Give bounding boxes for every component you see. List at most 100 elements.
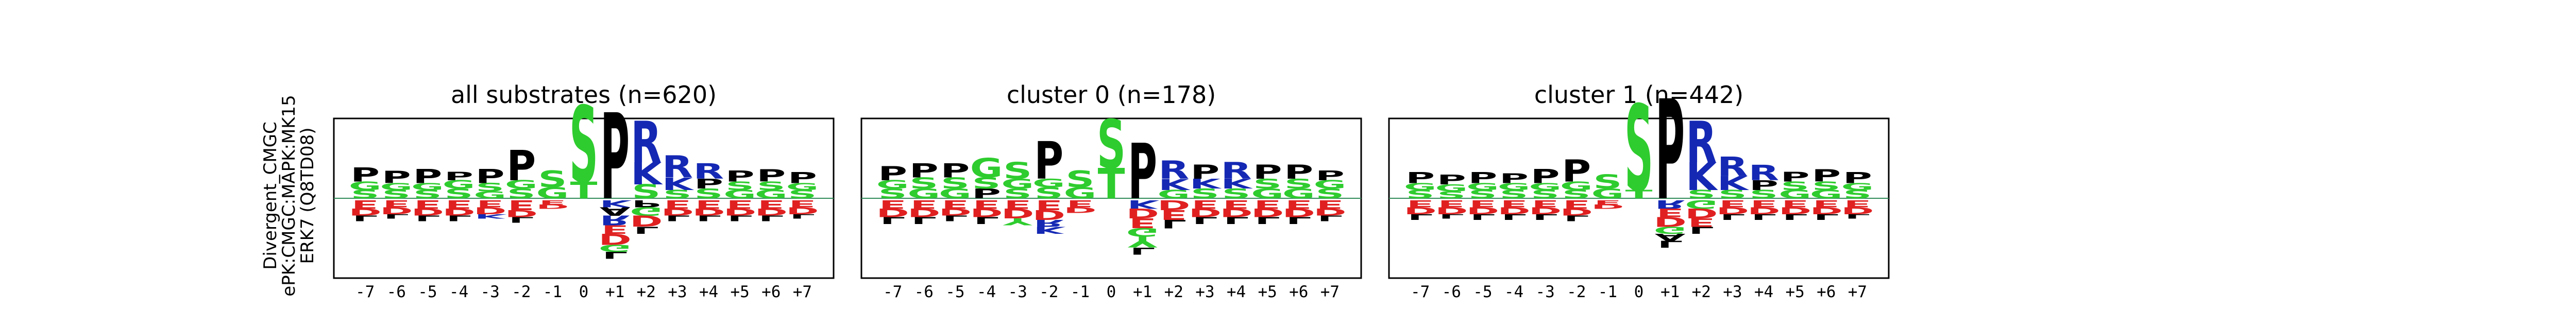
x-tick-label: +3 [1195, 283, 1214, 301]
logo-letter: L [1439, 213, 1464, 219]
logo-letter: E [1469, 198, 1496, 209]
logo-letter: E [1656, 206, 1684, 219]
logo-letter: P [1437, 172, 1466, 187]
logo-letter: L [974, 215, 999, 226]
logo-panel-0: all substrates (n=620) -7 -6 -5 -4 -3 -2 -1 0 +1 +… [333, 81, 835, 301]
logo-letter: G [443, 178, 476, 192]
x-tick-label: +1 [605, 283, 624, 301]
x-tick-label: +7 [1848, 283, 1867, 301]
logo-column: PSG EDL [970, 153, 1003, 226]
logo-letter: G [1841, 181, 1874, 192]
logo-letter: D [1685, 205, 1718, 221]
logo-letter: S [1315, 186, 1344, 201]
logo-column: TS [1097, 107, 1126, 209]
x-tick-label: +5 [1785, 283, 1804, 301]
x-tick-label: -2 [1567, 283, 1586, 301]
x-tick-label: +7 [793, 283, 812, 301]
logo-letter: P [476, 166, 505, 188]
x-tick-label: +2 [1164, 283, 1183, 301]
logo-letter: E [1406, 198, 1434, 209]
logo-letter: E [1812, 198, 1840, 209]
logo-letter: P [1405, 169, 1435, 186]
logo-letter: P [444, 170, 473, 183]
logo-letter: E [1844, 198, 1871, 209]
x-tick-label: -6 [387, 283, 406, 301]
logo-letter: P [1531, 166, 1560, 188]
logo-letter: E [1316, 198, 1344, 211]
logo-letter: S [1531, 188, 1560, 201]
x-tick-label: +7 [1320, 283, 1340, 301]
logo-letter: P [1190, 162, 1219, 184]
logo-letter: R [693, 160, 724, 184]
logo-letter: L [1501, 212, 1527, 221]
logo-letter: K [1033, 225, 1066, 235]
logo-letter: P [1749, 178, 1778, 193]
x-tick-label: -5 [1473, 283, 1492, 301]
logo-letter: E [414, 198, 441, 211]
logo-letter: D [1747, 205, 1780, 216]
logo-letter: G [723, 188, 756, 201]
logo-letter: E [1129, 215, 1156, 231]
logo-letter: L [790, 213, 815, 219]
logo-letter: S [632, 181, 660, 203]
logo-letter: L [1657, 238, 1683, 249]
logo-letter: E [351, 198, 379, 211]
logo-letter: S [1843, 188, 1872, 201]
logo-letter: D [1063, 205, 1096, 214]
x-tick-label: -3 [1535, 283, 1554, 301]
x-tick-label: +3 [1723, 283, 1742, 301]
logo-letter: D [876, 206, 909, 219]
logo-letter: R [1717, 151, 1748, 183]
logo-letter: S [725, 180, 754, 193]
logo-letter: D [1251, 206, 1284, 219]
logo-letter: G [1560, 180, 1593, 193]
logo-letter: S [1003, 158, 1032, 184]
logo-letter: E [1782, 198, 1809, 209]
logo-letter: G [630, 204, 663, 218]
logo-letter: P [632, 198, 661, 209]
logo-letter: E [973, 198, 1000, 211]
logo-letter: S [1222, 186, 1251, 201]
x-tick-label: -3 [1008, 283, 1027, 301]
logo-letter: G [786, 181, 819, 192]
logo-letter: Y [1003, 216, 1033, 227]
logo-letter: P [1253, 162, 1282, 184]
row-label-line-1: Divergent_CMGC [260, 122, 281, 270]
logo-letter: R [1749, 161, 1780, 185]
logo-letter: G [1157, 188, 1190, 201]
logo-letter: K [600, 198, 632, 209]
logo-letter: D [1001, 205, 1034, 221]
panel-title: cluster 0 (n=178) [1007, 81, 1216, 109]
logo-column: GSP EDL [907, 160, 940, 226]
logo-letter: D [473, 205, 506, 216]
x-tick-label: +2 [637, 283, 656, 301]
x-tick-label: -1 [1071, 283, 1090, 301]
logo-letter: A [1655, 231, 1686, 242]
logo-letter: L [509, 215, 534, 224]
logo-letter: R [1655, 198, 1686, 211]
logo-letter: E [1004, 198, 1031, 211]
logo-letter: S [941, 175, 970, 192]
logo-letter: L [384, 213, 409, 219]
logo-letter: K [1717, 173, 1750, 195]
x-tick-label: -6 [1442, 283, 1461, 301]
logo-letter: E [664, 198, 691, 211]
logo-letter: E [1035, 197, 1062, 213]
x-tick-label: -1 [1598, 283, 1617, 301]
logo-letter: K [1686, 154, 1718, 199]
logo-letter: D [536, 203, 569, 210]
logo-letter: L [696, 214, 721, 222]
logo-letter: S [1097, 107, 1126, 184]
logo-letter: E [695, 198, 722, 211]
logo-letter: L [1130, 245, 1155, 256]
logo-letter: G [599, 243, 632, 253]
x-tick-label: 0 [1634, 283, 1644, 301]
logo-letter: K [1221, 176, 1253, 192]
